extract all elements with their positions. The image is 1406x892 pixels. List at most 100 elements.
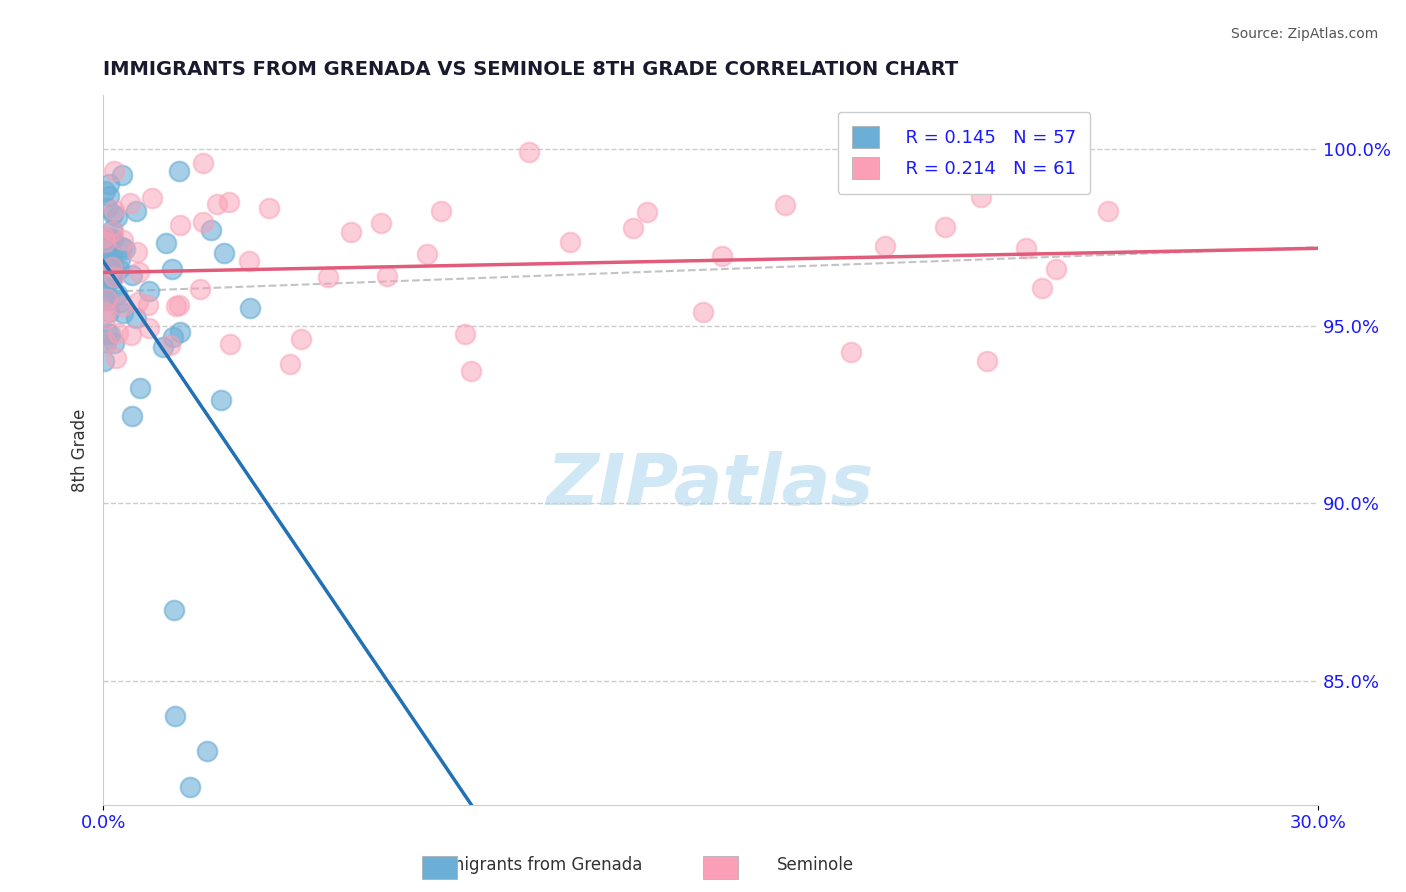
Point	[375, 268, 398, 283]
Point	[112, 233, 135, 247]
Point	[370, 216, 392, 230]
Point	[96, 292, 118, 306]
Point	[875, 239, 897, 253]
Point	[278, 357, 301, 371]
Point	[110, 168, 132, 182]
Point	[1031, 280, 1053, 294]
Legend:   R = 0.145   N = 57,   R = 0.214   N = 61: R = 0.145 N = 57, R = 0.214 N = 61	[838, 112, 1091, 194]
Point	[200, 223, 222, 237]
Point	[96, 201, 118, 215]
Point	[179, 780, 201, 794]
Point	[94, 304, 117, 318]
Point	[108, 252, 131, 267]
Text: IMMIGRANTS FROM GRENADA VS SEMINOLE 8TH GRADE CORRELATION CHART: IMMIGRANTS FROM GRENADA VS SEMINOLE 8TH …	[103, 60, 959, 78]
Point	[111, 299, 134, 313]
Point	[460, 364, 482, 378]
Point	[98, 257, 121, 271]
Point	[141, 191, 163, 205]
Point	[165, 299, 187, 313]
Point	[290, 332, 312, 346]
Point	[94, 334, 117, 349]
Point	[934, 219, 956, 234]
Point	[94, 334, 117, 349]
Point	[96, 229, 118, 244]
Point	[163, 709, 186, 723]
Point	[100, 234, 122, 248]
Point	[100, 271, 122, 285]
Point	[212, 245, 235, 260]
Point	[430, 204, 453, 219]
Point	[111, 306, 134, 320]
Point	[138, 321, 160, 335]
Point	[219, 336, 242, 351]
Point	[159, 338, 181, 352]
Point	[976, 353, 998, 368]
Point	[120, 196, 142, 211]
Point	[103, 164, 125, 178]
Point	[239, 301, 262, 316]
Point	[103, 270, 125, 285]
Point	[93, 229, 115, 244]
Point	[128, 265, 150, 279]
Point	[162, 330, 184, 344]
Point	[155, 235, 177, 250]
Point	[970, 190, 993, 204]
Point	[517, 145, 540, 160]
Point	[94, 235, 117, 249]
Point	[97, 189, 120, 203]
Y-axis label: 8th Grade: 8th Grade	[72, 409, 89, 491]
Point	[97, 177, 120, 191]
Point	[193, 215, 215, 229]
Point	[238, 254, 260, 268]
Point	[100, 223, 122, 237]
Point	[105, 211, 128, 225]
Point	[169, 218, 191, 232]
Point	[136, 298, 159, 312]
Point	[188, 283, 211, 297]
Point	[152, 340, 174, 354]
Point	[710, 249, 733, 263]
Point	[94, 285, 117, 300]
Point	[775, 197, 797, 211]
Point	[162, 262, 184, 277]
Point	[101, 224, 124, 238]
Point	[138, 284, 160, 298]
Point	[93, 254, 115, 268]
Point	[316, 269, 339, 284]
Text: Source: ZipAtlas.com: Source: ZipAtlas.com	[1230, 27, 1378, 41]
Point	[124, 311, 146, 326]
Point	[105, 351, 128, 365]
Point	[101, 260, 124, 274]
Point	[167, 298, 190, 312]
Point	[636, 205, 658, 219]
Point	[558, 235, 581, 249]
Point	[120, 328, 142, 343]
Point	[100, 272, 122, 286]
Text: ZIPatlas: ZIPatlas	[547, 451, 875, 520]
Point	[100, 232, 122, 246]
Point	[205, 197, 228, 211]
Point	[127, 295, 149, 310]
Point	[96, 251, 118, 265]
Point	[110, 294, 132, 309]
Point	[125, 244, 148, 259]
Point	[1014, 241, 1036, 255]
Text: Seminole: Seminole	[778, 856, 853, 874]
Point	[97, 255, 120, 269]
Text: Immigrants from Grenada: Immigrants from Grenada	[426, 856, 643, 874]
Point	[93, 312, 115, 326]
Point	[167, 163, 190, 178]
Point	[93, 354, 115, 368]
Point	[114, 242, 136, 256]
Point	[169, 325, 191, 339]
Point	[218, 194, 240, 209]
Point	[111, 240, 134, 254]
Point	[100, 327, 122, 342]
Point	[93, 279, 115, 293]
Point	[121, 268, 143, 282]
Point	[454, 326, 477, 341]
Point	[96, 326, 118, 340]
Point	[103, 206, 125, 220]
Point	[107, 261, 129, 276]
Point	[340, 225, 363, 239]
